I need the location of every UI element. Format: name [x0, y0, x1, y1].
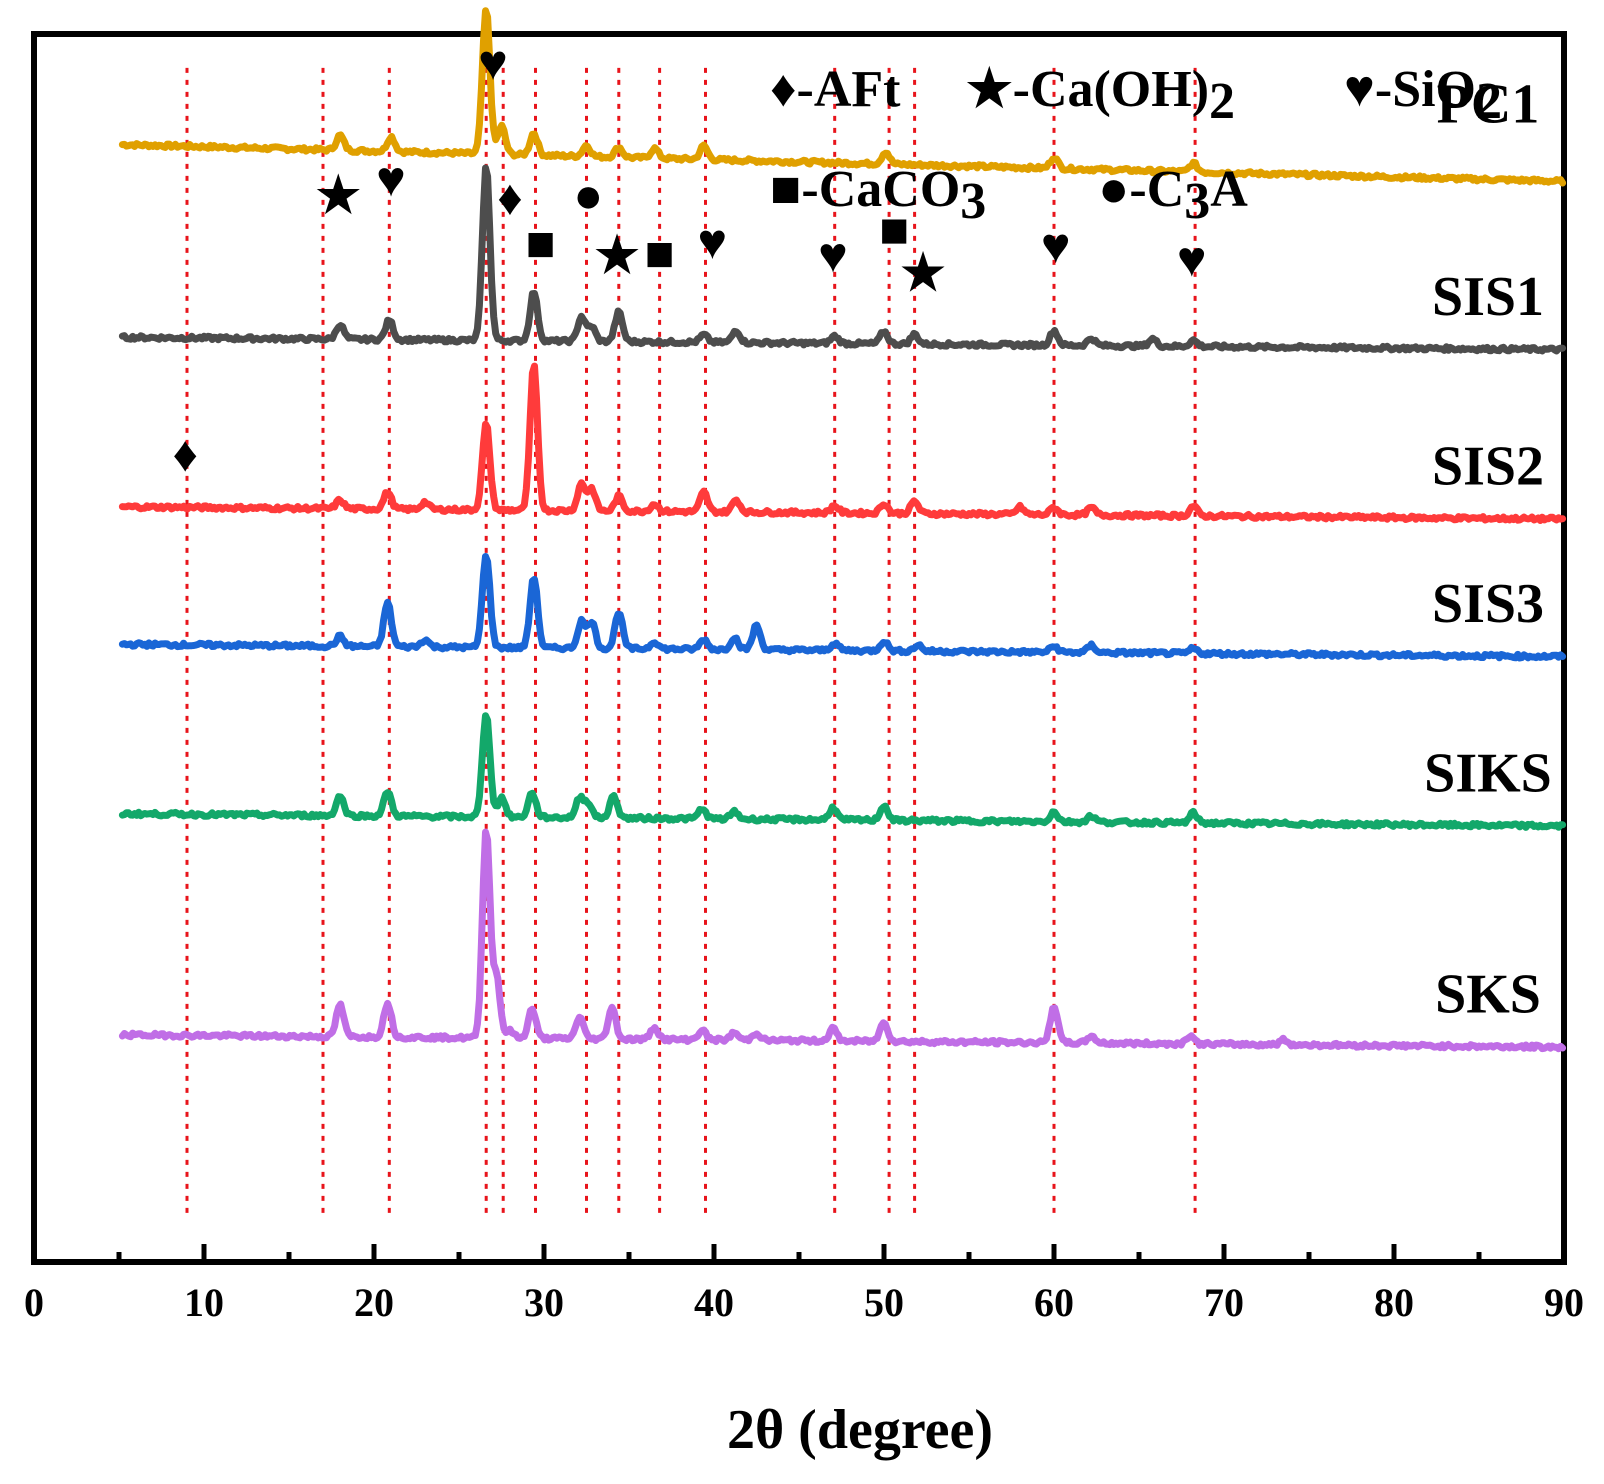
legend-entry-row1-1: ★-Ca(OH)2 — [966, 61, 1235, 130]
series-label-siks: SIKS — [1424, 743, 1552, 805]
x-tick-label-90: 90 — [1544, 1280, 1584, 1325]
x-tick-label-60: 60 — [1034, 1280, 1074, 1325]
phase-marker-6: ● — [573, 167, 603, 223]
series-label-sis1: SIS1 — [1432, 266, 1544, 328]
phase-marker-0: ♦ — [173, 426, 199, 482]
phase-marker-5: ■ — [525, 215, 555, 271]
legend-entry-row2-0: ■-CaCO3 — [770, 161, 986, 230]
x-tick-label-70: 70 — [1204, 1280, 1244, 1325]
phase-marker-8: ■ — [644, 225, 674, 281]
series-line-sis3 — [118, 553, 1567, 662]
phase-marker-10: ♥ — [818, 227, 848, 283]
legend-entry-row1-0: ♦-AFt — [770, 61, 901, 118]
x-tick-label-80: 80 — [1374, 1280, 1414, 1325]
x-tick-label-50: 50 — [864, 1280, 904, 1325]
phase-marker-4: ♦ — [497, 170, 523, 226]
phase-marker-14: ♥ — [1177, 231, 1207, 287]
series-line-siks — [118, 712, 1567, 831]
series-traces — [118, 7, 1567, 1053]
x-tick-label-10: 10 — [184, 1280, 224, 1325]
series-line-pc1 — [118, 7, 1567, 187]
series-line-sis2 — [118, 362, 1567, 524]
series-label-sks: SKS — [1435, 964, 1541, 1026]
legend-entry-row2-1: ●-C3A — [1098, 161, 1248, 230]
x-axis-tick-labels: 0 10 20 30 40 50 60 70 80 90 — [24, 1280, 1584, 1325]
phase-marker-11: ■ — [879, 201, 909, 257]
x-tick-label-20: 20 — [354, 1280, 394, 1325]
series-label-sis3: SIS3 — [1432, 573, 1544, 635]
x-tick-label-0: 0 — [24, 1280, 44, 1325]
x-axis-ticks — [116, 1244, 1567, 1262]
phase-marker-13: ♥ — [1041, 217, 1071, 273]
x-axis-title: 2θ (degree) — [727, 1399, 993, 1461]
series-labels: PC1 SIS1 SIS2 SIS3 SIKS SKS — [1424, 73, 1552, 1025]
phase-markers: ♦★ ♥♥♦■●★ ■ ♥ ♥ ■★ ♥ ♥ — [173, 34, 1207, 482]
phase-marker-1: ★ — [316, 167, 361, 223]
legend-entry-row1-2: ♥-SiO2 — [1344, 61, 1502, 130]
series-label-sis2: SIS2 — [1432, 436, 1544, 498]
phase-marker-7: ★ — [595, 227, 640, 283]
phase-marker-2: ♥ — [376, 151, 406, 207]
legend: ♦-AFt ★-Ca(OH)2 ♥-SiO2 ■-CaCO3 ●-C3A — [770, 61, 1502, 230]
phase-marker-12: ★ — [901, 244, 946, 300]
series-line-sis1 — [118, 164, 1567, 355]
phase-marker-3: ♥ — [478, 34, 508, 90]
phase-marker-9: ♥ — [697, 214, 727, 270]
x-tick-label-40: 40 — [694, 1280, 734, 1325]
series-label-pc1: PC1 — [1437, 73, 1540, 135]
series-line-sks — [118, 828, 1567, 1053]
x-tick-label-30: 30 — [524, 1280, 564, 1325]
